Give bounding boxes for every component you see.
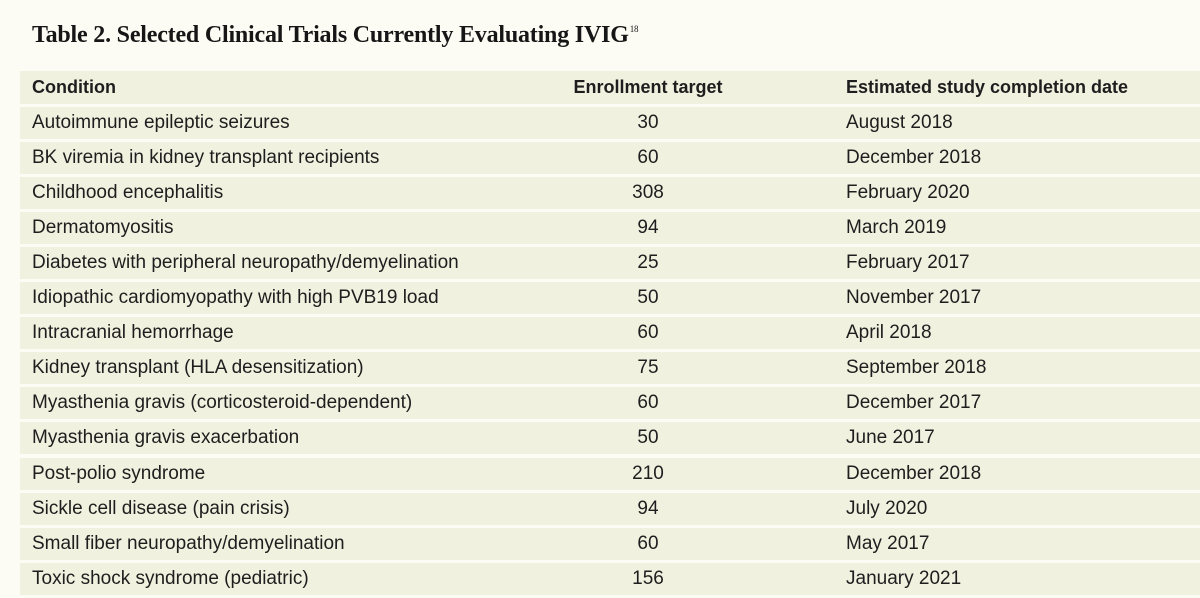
completion-date-cell: March 2019 xyxy=(846,216,947,238)
completion-date-cell: December 2018 xyxy=(846,146,982,168)
header-enrollment-target: Enrollment target xyxy=(573,77,723,97)
completion-date-cell: December 2018 xyxy=(846,462,982,484)
condition-cell: Kidney transplant (HLA desensitization) xyxy=(32,357,364,379)
completion-date-cell: December 2017 xyxy=(846,392,982,414)
enrollment-cell: 60 xyxy=(637,532,659,554)
header-completion-date: Estimated study completion date xyxy=(846,77,1129,97)
table-row: Sickle cell disease (pain crisis) 94 Jul… xyxy=(20,492,1200,525)
table-row: Toxic shock syndrome (pediatric) 156 Jan… xyxy=(20,562,1200,595)
enrollment-cell: 50 xyxy=(637,427,659,449)
table-row: Childhood encephalitis 308 February 2020 xyxy=(20,176,1200,209)
clinical-trials-table: Condition Enrollment target Estimated st… xyxy=(20,71,1200,598)
condition-cell: Myasthenia gravis exacerbation xyxy=(32,427,300,449)
condition-cell: Childhood encephalitis xyxy=(32,181,224,203)
completion-date-cell: February 2020 xyxy=(846,181,970,203)
completion-date-cell: November 2017 xyxy=(846,287,982,309)
table-row: Diabetes with peripheral neuropathy/demy… xyxy=(20,246,1200,279)
condition-cell: Small fiber neuropathy/demyelination xyxy=(32,532,345,554)
table-row: Idiopathic cardiomyopathy with high PVB1… xyxy=(20,282,1200,315)
table-row: Autoimmune epileptic seizures 30 August … xyxy=(20,106,1200,139)
enrollment-cell: 30 xyxy=(637,111,659,133)
table-row: Post-polio syndrome 210 December 2018 xyxy=(20,457,1200,490)
completion-date-cell: September 2018 xyxy=(846,357,987,379)
table-row: BK viremia in kidney transplant recipien… xyxy=(20,141,1200,174)
table-row: Intracranial hemorrhage 60 April 2018 xyxy=(20,317,1200,350)
condition-cell: Sickle cell disease (pain crisis) xyxy=(32,497,290,519)
table-row: Kidney transplant (HLA desensitization) … xyxy=(20,352,1200,385)
enrollment-cell: 210 xyxy=(632,462,664,484)
condition-cell: BK viremia in kidney transplant recipien… xyxy=(32,146,380,168)
completion-date-cell: August 2018 xyxy=(846,111,953,133)
table-title: Table 2. Selected Clinical Trials Curren… xyxy=(32,22,638,49)
condition-cell: Diabetes with peripheral neuropathy/demy… xyxy=(32,251,459,273)
completion-date-cell: January 2021 xyxy=(846,567,962,589)
condition-cell: Toxic shock syndrome (pediatric) xyxy=(32,567,309,589)
citation-superscript: 18 xyxy=(629,24,639,34)
enrollment-cell: 60 xyxy=(637,392,659,414)
condition-cell: Dermatomyositis xyxy=(32,216,174,238)
table-row: Small fiber neuropathy/demyelination 60 … xyxy=(20,527,1200,560)
enrollment-cell: 75 xyxy=(637,357,659,379)
table-row: Myasthenia gravis (corticosteroid-depend… xyxy=(20,387,1200,420)
completion-date-cell: February 2017 xyxy=(846,251,970,273)
condition-cell: Intracranial hemorrhage xyxy=(32,322,234,344)
enrollment-cell: 94 xyxy=(637,216,659,238)
enrollment-cell: 308 xyxy=(632,181,664,203)
condition-cell: Post-polio syndrome xyxy=(32,462,206,484)
completion-date-cell: June 2017 xyxy=(846,427,935,449)
enrollment-cell: 60 xyxy=(637,322,659,344)
enrollment-cell: 60 xyxy=(637,146,659,168)
completion-date-cell: April 2018 xyxy=(846,322,932,344)
table-header-row: Condition Enrollment target Estimated st… xyxy=(20,71,1200,104)
header-condition: Condition xyxy=(32,77,116,97)
enrollment-cell: 25 xyxy=(637,251,659,273)
condition-cell: Idiopathic cardiomyopathy with high PVB1… xyxy=(32,287,439,309)
table-row: Myasthenia gravis exacerbation 50 June 2… xyxy=(20,422,1200,455)
enrollment-cell: 156 xyxy=(632,567,664,589)
completion-date-cell: May 2017 xyxy=(846,532,930,554)
table-title-text: Table 2. Selected Clinical Trials Curren… xyxy=(32,22,629,48)
enrollment-cell: 50 xyxy=(637,287,659,309)
table-row: Dermatomyositis 94 March 2019 xyxy=(20,211,1200,244)
condition-cell: Autoimmune epileptic seizures xyxy=(32,111,290,133)
condition-cell: Myasthenia gravis (corticosteroid-depend… xyxy=(32,392,413,414)
enrollment-cell: 94 xyxy=(637,497,659,519)
completion-date-cell: July 2020 xyxy=(846,497,928,519)
